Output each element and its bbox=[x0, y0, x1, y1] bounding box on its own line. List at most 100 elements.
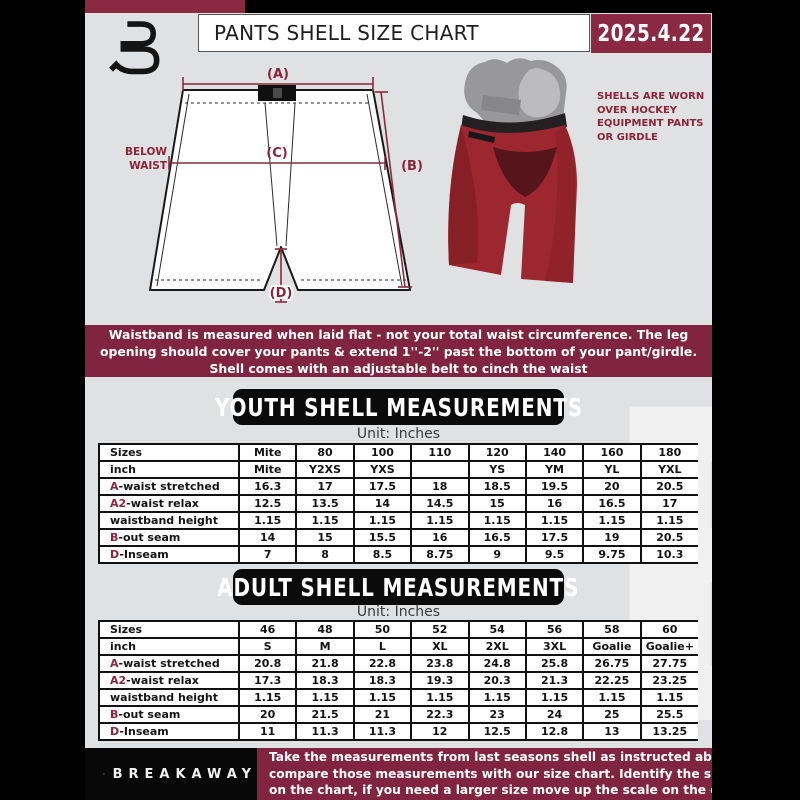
measurement-cell: 19 bbox=[582, 528, 642, 547]
measurement-cell: 1.15 bbox=[352, 688, 413, 707]
measurement-cell: 24 bbox=[524, 705, 585, 724]
measurement-cell: 19.3 bbox=[410, 671, 470, 690]
table-row: D-Inseam 11 11.3 11.3 12 12.5 12.8 13 13.25 bbox=[98, 722, 698, 741]
measurement-cell: YXS bbox=[352, 460, 413, 479]
measurement-cell: Mite bbox=[237, 460, 298, 479]
measurement-cell: 16.5 bbox=[582, 494, 642, 513]
hockey-pants-photo bbox=[448, 58, 577, 283]
measurement-cell: 24.8 bbox=[467, 654, 527, 673]
footer-line: on the chart, if you need a larger size … bbox=[269, 783, 712, 798]
measurement-cell: Y2XS bbox=[295, 460, 355, 479]
measurement-cell: YXL bbox=[639, 460, 698, 479]
measurement-cell: 8.5 bbox=[352, 545, 413, 564]
measurement-cell: 13.5 bbox=[295, 494, 355, 513]
footer-line: compare those measurements with our size… bbox=[269, 766, 712, 781]
measurement-cell: 2XL bbox=[467, 637, 527, 656]
row-label: D-Inseam bbox=[98, 722, 240, 741]
measurement-cell: 1.15 bbox=[295, 511, 355, 530]
measurement-cell: 17.3 bbox=[237, 671, 298, 690]
table-row: A2-waist relax 12.5 13.5 14 14.5 15 16 16.5 17 bbox=[98, 494, 698, 513]
measurement-cell: Mite bbox=[237, 443, 298, 462]
measurement-cell: 16.3 bbox=[237, 477, 298, 496]
measurement-cell: 18.3 bbox=[352, 671, 413, 690]
measurement-cell: 13 bbox=[582, 722, 642, 741]
table-row: A-waist stretched 16.3 17 17.5 18 18.5 19.5 20 2… bbox=[98, 477, 698, 496]
measurement-cell: 12 bbox=[410, 722, 470, 741]
top-strip bbox=[85, 0, 712, 13]
measurement-cell: 11.3 bbox=[295, 722, 355, 741]
dim-label-b: (B) bbox=[401, 159, 423, 174]
measurement-cell: 120 bbox=[467, 443, 527, 462]
measurement-cell: 1.15 bbox=[237, 511, 298, 530]
measurement-notice-banner: Waistband is measured when laid flat - n… bbox=[85, 325, 712, 377]
notice-line: Shell comes with an adjustable belt to c… bbox=[209, 360, 588, 376]
measurement-cell: 1.15 bbox=[639, 688, 698, 707]
measurement-cell bbox=[410, 460, 470, 479]
measurement-cell: 17 bbox=[295, 477, 355, 496]
measurement-cell: 12.5 bbox=[237, 494, 298, 513]
measurement-cell: 58 bbox=[582, 620, 642, 639]
measurement-cell: 17.5 bbox=[524, 528, 585, 547]
measurement-cell: 1.15 bbox=[352, 511, 413, 530]
measurement-cell: L bbox=[352, 637, 413, 656]
measurement-cell: 19.5 bbox=[524, 477, 585, 496]
measurement-cell: 1.15 bbox=[467, 688, 527, 707]
measurement-cell: 1.15 bbox=[639, 511, 698, 530]
table-row: Sizes Mite 80 100 110 120 140 160 180 bbox=[98, 443, 698, 462]
measurement-cell: 20.5 bbox=[639, 477, 698, 496]
measurement-cell: 18.3 bbox=[295, 671, 355, 690]
row-label: D-Inseam bbox=[98, 545, 240, 564]
measurement-cell: 25.5 bbox=[639, 705, 698, 724]
measurement-cell: 3XL bbox=[524, 637, 585, 656]
measurement-cell: 17.5 bbox=[352, 477, 413, 496]
measurement-cell: 22.3 bbox=[410, 705, 470, 724]
measurement-cell: 100 bbox=[352, 443, 413, 462]
table-row: A-waist stretched 20.8 21.8 22.8 23.8 24.8 25.… bbox=[98, 654, 698, 673]
below-waist-note-line2: WAIST bbox=[129, 160, 168, 172]
measurement-cell: 18 bbox=[410, 477, 470, 496]
shell-usage-caption: SHELLS ARE WORN OVER HOCKEY EQUIPMENT PA… bbox=[597, 91, 705, 143]
measurement-cell: 1.15 bbox=[582, 688, 642, 707]
measurement-cell: 8 bbox=[295, 545, 355, 564]
row-label: Sizes bbox=[98, 620, 240, 639]
measurement-cell: 140 bbox=[524, 443, 585, 462]
measurement-cell: 17 bbox=[639, 494, 698, 513]
adult-section-header: ADULT SHELL MEASUREMENTS bbox=[218, 569, 579, 605]
measurement-cell: 110 bbox=[410, 443, 470, 462]
row-label: A-waist stretched bbox=[98, 654, 240, 673]
notice-line: Waistband is measured when laid flat - n… bbox=[108, 326, 689, 342]
measurement-cell: 9.75 bbox=[582, 545, 642, 564]
measurement-cell: 14 bbox=[352, 494, 413, 513]
measurement-cell: 20 bbox=[237, 705, 298, 724]
adult-section-title: ADULT SHELL MEASUREMENTS bbox=[217, 572, 580, 602]
measurement-cell: 14.5 bbox=[410, 494, 470, 513]
measurement-cell: 25.8 bbox=[524, 654, 585, 673]
measurement-cell: 22.25 bbox=[582, 671, 642, 690]
table-row: inch Mite Y2XS YXS YS YM YL YXL bbox=[98, 460, 698, 479]
measurement-cell: 9.5 bbox=[524, 545, 585, 564]
breakaway-logo-icon bbox=[103, 773, 105, 775]
measurement-cell: 54 bbox=[467, 620, 527, 639]
measurement-cell: 20.5 bbox=[639, 528, 698, 547]
dim-label-a: (A) bbox=[267, 67, 289, 82]
measurement-cell: 15 bbox=[295, 528, 355, 547]
adult-measurements-table: Sizes 46 48 50 52 54 56 58 60 inch S M L XL 2XL 3XL Goal… bbox=[98, 620, 698, 741]
row-label: waistband height bbox=[98, 511, 240, 530]
table-row: waistband height 1.15 1.15 1.15 1.15 1.15 1.15… bbox=[98, 688, 698, 707]
measurement-cell: 23.25 bbox=[639, 671, 698, 690]
measurement-cell: 20.8 bbox=[237, 654, 298, 673]
measurement-cell: 23 bbox=[467, 705, 527, 724]
measurement-cell: Goalie bbox=[582, 637, 642, 656]
measurement-cell: 1.15 bbox=[524, 688, 585, 707]
measurement-cell: 12.8 bbox=[524, 722, 585, 741]
measurement-cell: 16.5 bbox=[467, 528, 527, 547]
footer-instructions-panel: Take the measurements from last seasons … bbox=[257, 748, 712, 800]
youth-measurements-table: Sizes Mite 80 100 110 120 140 160 180 inch Mite Y2X… bbox=[98, 443, 698, 564]
measurement-cell: 10.3 bbox=[639, 545, 698, 564]
measurement-cell: S bbox=[237, 637, 298, 656]
measurement-cell: YS bbox=[467, 460, 527, 479]
measurement-cell: 1.15 bbox=[237, 688, 298, 707]
table-row: Sizes 46 48 50 52 54 56 58 60 bbox=[98, 620, 698, 639]
footer: BREAKAWAY Take the measurements from las… bbox=[85, 748, 712, 800]
measurement-cell: 52 bbox=[410, 620, 470, 639]
